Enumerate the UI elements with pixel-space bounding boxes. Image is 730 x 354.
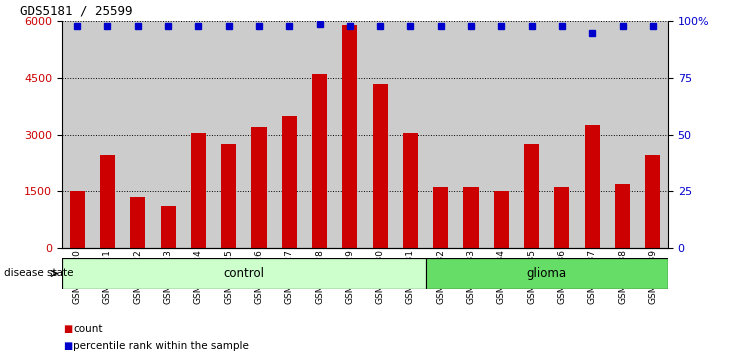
Bar	[191, 133, 206, 248]
Bar	[486, 21, 517, 248]
Bar	[577, 21, 607, 248]
Bar	[304, 21, 335, 248]
Bar	[244, 21, 274, 248]
Bar	[554, 187, 569, 248]
Bar	[365, 21, 396, 248]
Bar	[153, 21, 183, 248]
Text: disease state: disease state	[4, 268, 73, 279]
Text: glioma: glioma	[527, 267, 566, 280]
Bar	[123, 21, 153, 248]
Bar	[93, 21, 123, 248]
Text: count: count	[73, 324, 102, 333]
Bar	[130, 197, 145, 248]
Bar	[251, 127, 266, 248]
Bar	[645, 155, 661, 248]
Bar	[183, 21, 214, 248]
Text: control: control	[223, 267, 264, 280]
Bar	[615, 184, 630, 248]
Text: ■: ■	[64, 324, 73, 333]
Bar	[282, 116, 297, 248]
Bar	[464, 187, 479, 248]
Bar	[403, 133, 418, 248]
Bar	[274, 21, 304, 248]
Bar	[312, 74, 327, 248]
Bar	[517, 21, 547, 248]
Bar	[342, 25, 358, 248]
Bar	[69, 191, 85, 248]
Bar	[214, 21, 244, 248]
Bar	[62, 258, 426, 289]
Text: percentile rank within the sample: percentile rank within the sample	[73, 341, 249, 351]
Bar	[585, 125, 600, 248]
Bar	[638, 21, 668, 248]
Bar	[426, 258, 668, 289]
Bar	[607, 21, 638, 248]
Bar	[335, 21, 365, 248]
Text: GDS5181 / 25599: GDS5181 / 25599	[20, 5, 132, 18]
Bar	[547, 21, 577, 248]
Bar	[524, 144, 539, 248]
Bar	[456, 21, 486, 248]
Bar	[372, 84, 388, 248]
Text: ■: ■	[64, 341, 73, 351]
Bar	[396, 21, 426, 248]
Bar	[221, 144, 237, 248]
Bar	[493, 191, 509, 248]
Bar	[161, 206, 176, 248]
Bar	[100, 155, 115, 248]
Bar	[433, 187, 448, 248]
Bar	[426, 21, 456, 248]
Bar	[62, 21, 93, 248]
